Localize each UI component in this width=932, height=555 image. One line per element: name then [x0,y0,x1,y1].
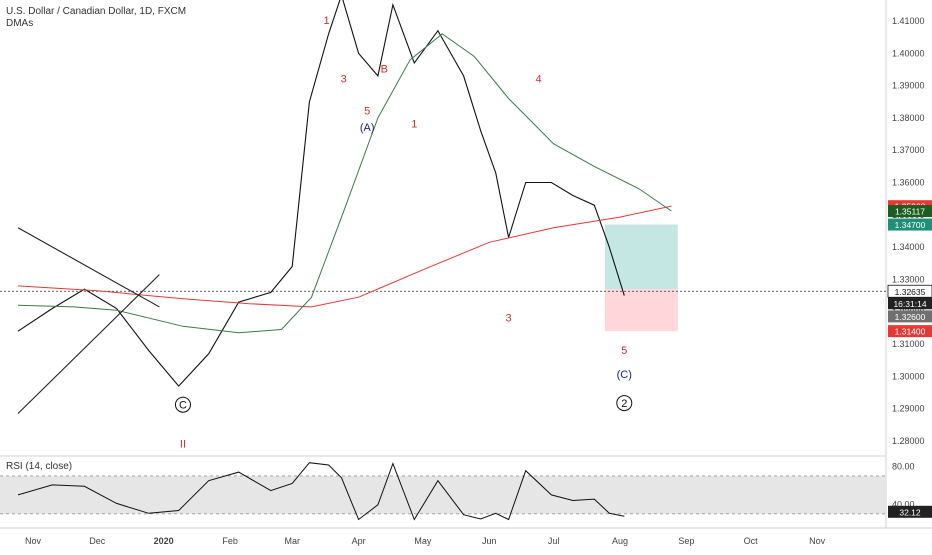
x-tick-label: May [414,536,432,546]
y-tick-label: 1.34000 [892,242,925,252]
price-label: 1.31400 [895,327,926,337]
series-line-2 [17,33,672,334]
x-tick-label: Jun [482,536,497,546]
wave-label: 1 [323,15,329,27]
wave-label: 5 [364,106,370,118]
wave-circle [174,396,191,413]
chart-title: U.S. Dollar / Canadian Dollar, 1D, FXCM [6,6,187,17]
x-tick-label: Nov [809,536,826,546]
rsi-current-box [888,505,932,518]
price-label: 1.34700 [895,220,926,230]
y-tick-label: 1.41000 [892,16,925,26]
y-tick-label: 1.40000 [892,48,925,58]
wave-label: B [381,64,388,76]
price-label: 1.35117 [895,207,925,217]
wave-label: 2 [621,398,627,410]
y-tick-label: 1.38000 [892,113,925,123]
price-label-box [888,325,932,338]
position-stop-zone [605,289,678,332]
y-tick-label: 1.29000 [892,404,925,414]
trendline-1 [17,274,160,414]
x-tick-label: Dec [89,536,106,546]
y-tick-label: 1.39000 [892,81,925,91]
x-tick-label: Mar [284,536,300,546]
rsi-tick-label: 40.00 [892,499,915,509]
trendline-0 [17,227,160,308]
y-tick-label: 1.37000 [892,145,925,155]
rsi-label: RSI (14, close) [6,461,73,472]
y-tick-label: 1.31000 [892,339,925,349]
series-line-1 [17,205,672,308]
x-tick-label: Nov [25,536,42,546]
x-tick-label: Sep [678,536,694,546]
wave-label: 1 [411,119,417,131]
wave-label: 3 [506,312,512,324]
y-tick-label: 1.30000 [892,371,925,381]
wave-label: II [180,438,186,450]
price-label: 1.32600 [895,312,926,322]
x-tick-label: 2020 [154,536,174,546]
x-tick-label: Apr [352,536,366,546]
wave-label: 5 [621,345,627,357]
price-label-box [888,218,932,231]
indicator-label: DMAs [6,18,34,29]
rsi-tick-label: 80.00 [892,461,915,471]
y-tick-label: 1.28000 [892,436,925,446]
rsi-current-label: 32.12 [899,507,921,517]
y-tick-label: 1.33000 [892,274,925,284]
price-label: 1.32635 [895,287,926,297]
wave-label: (A) [360,122,375,134]
price-label: 16:31:14 [893,299,926,309]
position-target-zone [605,224,678,290]
price-label-box [888,310,932,323]
x-tick-label: Aug [612,536,628,546]
x-tick-label: Feb [222,536,238,546]
wave-label: 3 [341,73,347,85]
rsi-line [17,462,625,521]
wave-label: C [179,400,187,412]
wave-label: 4 [536,73,542,85]
wave-circle [616,395,633,412]
series-line-0 [17,0,625,387]
price-label-box [888,205,932,218]
price-label-box [888,297,932,310]
x-tick-label: Oct [744,536,759,546]
x-tick-label: Jul [548,536,560,546]
rsi-band [0,475,886,514]
wave-label: (C) [617,369,632,381]
y-tick-label: 1.36000 [892,178,925,188]
